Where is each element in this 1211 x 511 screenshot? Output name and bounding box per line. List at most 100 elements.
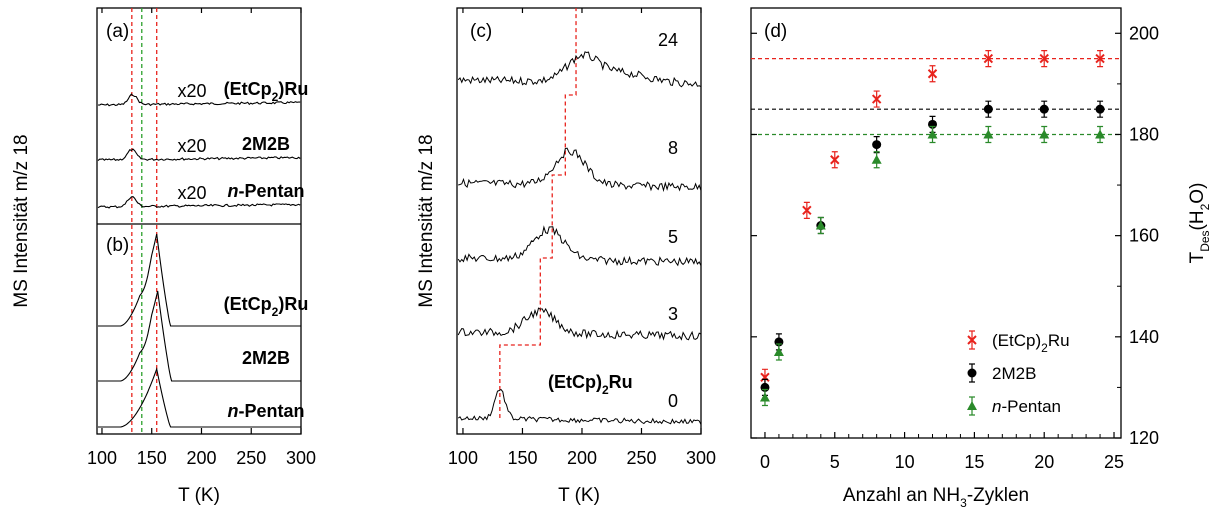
x-tick-label: 100 (448, 448, 478, 468)
x-tick-label: 300 (286, 448, 316, 468)
panel-b-trace-label: n-Pentan (227, 401, 304, 421)
cycle-label: 5 (668, 227, 678, 247)
legend-label: n-Pentan (992, 397, 1061, 416)
data-point-circle (872, 140, 882, 150)
legend-label: 2M2B (992, 364, 1036, 383)
data-point-triangle (967, 401, 977, 410)
panel-d-plateau-lines (751, 57, 1121, 136)
panel-c: 100 150 200 250 300 (c) 24 8 5 3 0 (EtCp)2Ru T (… (416, 7, 716, 506)
x-tick-label: 300 (686, 448, 716, 468)
panel-d-frame (750, 7, 1122, 439)
panel-c-trace (457, 388, 702, 425)
panel-d-legend: (EtCp)2Ru 2M2B n-Pentan (967, 330, 1070, 416)
data-point-circle (967, 368, 977, 378)
multiplier-label: x20 (177, 81, 206, 101)
data-point-triangle (759, 392, 770, 402)
x-tick-label: 5 (830, 452, 840, 472)
panel-c-trace (457, 51, 702, 88)
legend-label: (EtCp)2Ru (992, 331, 1070, 355)
data-point-x (1095, 53, 1105, 64)
panel-b-trace-label: (EtCp2)Ru (224, 294, 309, 319)
x-tick-label: 250 (236, 448, 266, 468)
cycle-label: 0 (668, 391, 678, 411)
data-point-x (983, 53, 994, 64)
x-tick-label: 10 (895, 452, 915, 472)
panel-c-traces (457, 51, 702, 425)
data-point-triangle (773, 347, 784, 356)
panel-a-trace (97, 196, 301, 209)
x-tick-label: 150 (137, 448, 167, 468)
y-tick-label: 200 (1129, 23, 1159, 43)
data-point-circle (1039, 104, 1049, 114)
panel-c-x-axis: 100 150 200 250 300 (448, 8, 716, 468)
x-tick-label: 20 (1034, 452, 1054, 472)
data-point-x (830, 155, 840, 165)
multiplier-label: x20 (177, 136, 206, 156)
panel-ab-x-axis: 100 150 200 250 300 (87, 8, 316, 468)
panel-c-x-axis-title: T (K) (558, 485, 600, 506)
data-point-circle (983, 104, 993, 114)
panel-c-compound-label: (EtCp)2Ru (548, 372, 633, 397)
panel-ab: 100 150 200 250 300 (a) (b) x20 (EtCp2)Ru x20 2… (11, 7, 316, 506)
panel-ab-traces (97, 93, 301, 428)
panel-a-trace-label: n-Pentan (227, 181, 304, 201)
step-line (499, 8, 577, 418)
cycle-label: 3 (668, 304, 678, 324)
y-tick-label: 180 (1129, 124, 1159, 144)
panel-d-x-axis-title: Anzahl an NH3-Zyklen (843, 485, 1029, 510)
panel-ab-frame (96, 7, 302, 435)
cycle-label: 8 (668, 138, 678, 158)
panel-d-data-points (759, 49, 1106, 407)
x-tick-label: 15 (964, 452, 984, 472)
data-point-triangle (871, 154, 882, 164)
x-tick-label: 200 (186, 448, 216, 468)
panel-c-frame (456, 7, 702, 435)
x-tick-label: 200 (567, 448, 597, 468)
data-point-x (871, 94, 882, 104)
panel-c-trace (457, 225, 702, 267)
panel-ab-reference-lines (131, 8, 158, 434)
panel-b-label: (b) (106, 235, 129, 256)
x-tick-label: 150 (507, 448, 537, 468)
panel-c-step-line (499, 8, 577, 418)
y-tick-label: 160 (1129, 226, 1159, 246)
series-1 (760, 100, 1105, 397)
x-tick-label: 100 (87, 448, 117, 468)
panel-b-trace (98, 290, 301, 382)
series-2 (759, 125, 1106, 407)
y-tick-label: 120 (1129, 428, 1159, 448)
panel-a-trace-label: (EtCp2)Ru (224, 79, 309, 104)
panel-d-label: (d) (764, 21, 787, 42)
cycle-label: 24 (658, 30, 678, 50)
data-point-triangle (927, 129, 938, 139)
multiplier-label: x20 (177, 183, 206, 203)
panel-b-trace (98, 366, 301, 428)
panel-c-cycle-labels: 24 8 5 3 0 (658, 30, 678, 411)
data-point-x (802, 205, 812, 216)
panel-c-y-axis-title: MS Intensität m/z 18 (416, 134, 437, 307)
data-point-x (1039, 53, 1049, 64)
panel-ab-y-axis-title: MS Intensität m/z 18 (11, 134, 32, 307)
y-tick-label: 140 (1129, 327, 1159, 347)
panel-a-label: (a) (106, 21, 129, 42)
data-point-triangle (1039, 129, 1050, 139)
panel-b-trace (98, 233, 301, 327)
data-point-x (927, 69, 938, 79)
panel-d-y-axis-title: TDes(H2O) (1187, 183, 1211, 264)
panel-c-label: (c) (470, 21, 492, 42)
x-tick-label: 0 (760, 452, 770, 472)
panel-ab-trace-labels: x20 (EtCp2)Ru x20 2M2B x20 n-Pentan (EtCp2)Ru 2… (177, 79, 308, 421)
panel-c-trace (457, 307, 702, 341)
data-point-triangle (983, 129, 994, 139)
data-point-circle (1095, 104, 1105, 114)
x-tick-label: 250 (626, 448, 656, 468)
data-point-triangle (1095, 129, 1106, 139)
panel-a-trace (97, 148, 301, 162)
panel-ab-x-axis-title: T (K) (178, 485, 220, 506)
data-point-triangle (815, 220, 826, 230)
panel-a-trace-label: 2M2B (242, 134, 290, 154)
panel-a-trace (97, 93, 301, 107)
